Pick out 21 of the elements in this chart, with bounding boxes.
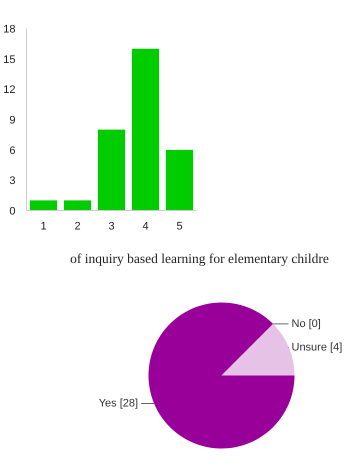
x-tick-label: 1 xyxy=(40,220,47,232)
y-tick-label: 15 xyxy=(3,54,16,66)
x-tick-label: 2 xyxy=(74,220,81,232)
slice-label: Yes [28] xyxy=(98,398,138,410)
bar xyxy=(132,48,160,210)
y-tick-label: 3 xyxy=(9,175,16,188)
y-tick-label: 9 xyxy=(9,114,16,126)
bar xyxy=(98,130,126,210)
x-tick-label: 4 xyxy=(142,220,149,232)
x-tick-label: 3 xyxy=(108,220,115,232)
y-tick-label: 6 xyxy=(9,144,16,157)
bar xyxy=(166,150,194,210)
y-tick-label: 12 xyxy=(3,84,16,96)
legend-label: No [0] xyxy=(292,318,321,330)
bar xyxy=(30,200,58,210)
y-tick-label: 0 xyxy=(9,206,16,218)
slice-label: Unsure [4] xyxy=(292,342,342,354)
y-tick-label: 18 xyxy=(3,24,16,36)
x-tick-label: 5 xyxy=(176,220,183,232)
bar xyxy=(64,200,92,210)
chart-title: of inquiry based learning for elementary childre xyxy=(70,251,329,266)
